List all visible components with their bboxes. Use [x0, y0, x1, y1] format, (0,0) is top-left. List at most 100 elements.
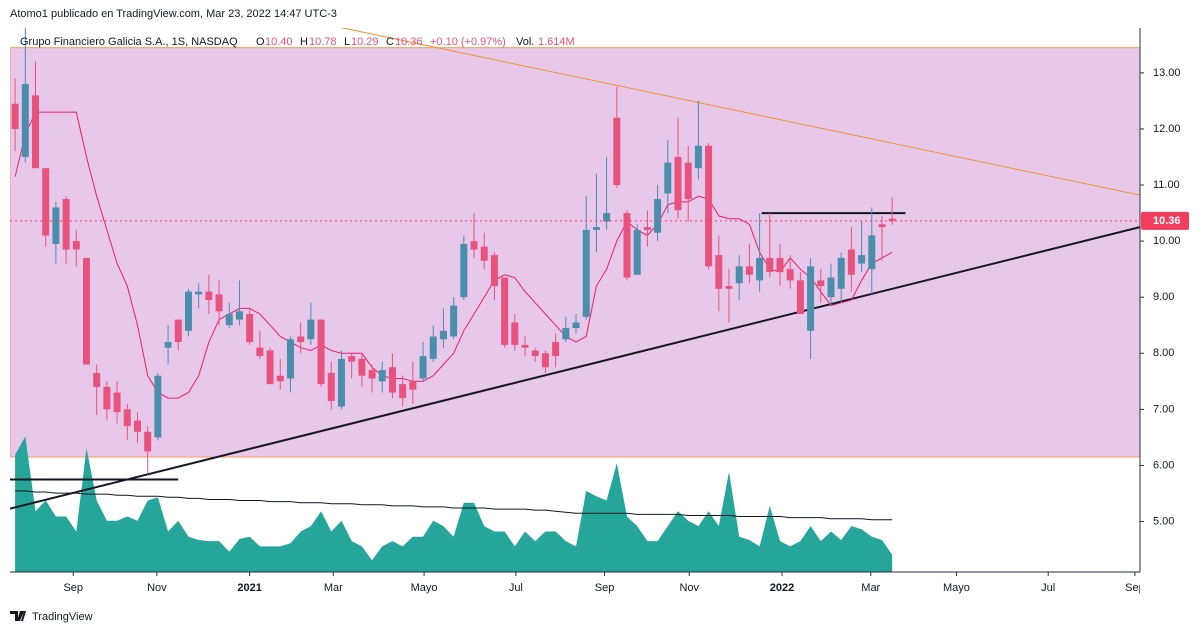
candle-body [511, 322, 519, 345]
candle-body [337, 358, 345, 407]
candle-body [123, 409, 131, 427]
candle-body [307, 319, 315, 340]
symbol: Grupo Financiero Galicia S.A., 1S, NASDA… [20, 36, 238, 48]
x-tick-label: 2022 [770, 582, 794, 594]
change: +0.10 (+0.97%) [430, 36, 506, 48]
x-tick-label: Mayo [411, 582, 438, 594]
candle-body [664, 162, 672, 194]
candle-body [684, 162, 692, 200]
plot-area [10, 28, 1140, 572]
candle-body [541, 353, 549, 368]
candle-body [552, 342, 560, 357]
candle-body [31, 95, 39, 169]
candle-body [205, 291, 213, 300]
candle-body [399, 384, 407, 399]
last-price-box [1141, 211, 1189, 230]
candle-body [103, 386, 111, 410]
candle-body [52, 207, 60, 244]
y-tick-label: 13.00 [1153, 67, 1181, 79]
candle-body [358, 358, 366, 376]
candle-body [613, 117, 621, 186]
candle-body [643, 227, 651, 230]
candle-body [82, 257, 90, 365]
candle-body [133, 420, 141, 432]
y-tick-label: 6.00 [1153, 459, 1174, 471]
x-tick-label: Sep [63, 582, 83, 594]
candle-body [144, 431, 152, 452]
o-label: O [256, 36, 265, 48]
tv-logo: TradingView [10, 611, 93, 623]
candle-body [776, 257, 784, 272]
candle-body [174, 319, 182, 343]
low-value: 10.29 [351, 36, 379, 48]
candle-body [429, 336, 437, 359]
candle-body [490, 255, 498, 286]
candle-body [235, 311, 243, 320]
candle-body [480, 246, 488, 261]
candle-body [93, 372, 101, 387]
candle-body [756, 257, 764, 281]
close-value: 10.36 [395, 36, 423, 48]
trendline [10, 226, 1140, 510]
x-axis: Sep Nov 2021 Mar Mayo Jul Sep Nov 2022 Mar Mayo Jul… [63, 572, 1145, 594]
candle-body [256, 347, 264, 357]
candle-body [327, 372, 335, 401]
candle-body [470, 241, 478, 250]
candle-body [745, 266, 753, 275]
candle-body [715, 255, 723, 289]
vol-label: Vol. [516, 36, 534, 48]
candle-body [409, 381, 417, 390]
candle-body [633, 229, 641, 275]
candle-body [276, 375, 284, 382]
trendline [340, 28, 1140, 196]
open-value: 10.40 [265, 36, 293, 48]
x-tick-label: Nov [679, 582, 699, 594]
candle-body [72, 241, 80, 250]
candle-body [297, 336, 305, 343]
x-tick-label: Sep [1125, 582, 1145, 594]
candle-body [847, 249, 855, 275]
y-tick-label: 5.00 [1153, 515, 1174, 527]
volume-ma-line [15, 490, 893, 521]
legend: Grupo Financiero Galicia S.A., 1S, NASDA… [20, 36, 575, 48]
h-label: H [300, 36, 308, 48]
candle-body [317, 319, 325, 385]
candle-body [603, 213, 611, 222]
y-tick-label: 12.00 [1153, 123, 1181, 135]
candle-body [419, 356, 427, 379]
candle-body [705, 145, 713, 267]
candle-body [888, 218, 896, 221]
candle-body [786, 269, 794, 281]
candle-body [225, 314, 233, 326]
candle-body [439, 330, 447, 340]
candle-body [807, 266, 815, 331]
candle-body [42, 168, 50, 236]
x-tick-label: Mar [861, 582, 880, 594]
last-price-label: 10.36 [1153, 215, 1181, 227]
candle-body [531, 350, 539, 357]
candle-body [501, 277, 509, 345]
candle-body [562, 328, 570, 340]
candle-body [623, 213, 631, 278]
candle-body [184, 291, 192, 331]
candle-body [796, 280, 804, 315]
candle-body [164, 342, 172, 348]
x-tick-label: Mar [324, 582, 343, 594]
candle-body [368, 370, 376, 379]
candle-body [215, 294, 223, 312]
candle-body [521, 344, 529, 348]
volume-area [15, 436, 893, 572]
candle-body [735, 266, 743, 284]
x-tick-label: Nov [147, 582, 167, 594]
brand: TradingView [32, 611, 93, 623]
volume-value: 1.614M [538, 36, 575, 48]
y-tick-label: 11.00 [1153, 179, 1180, 191]
candle-body [11, 103, 19, 129]
candle-body [266, 350, 274, 385]
candle-body [592, 227, 600, 230]
l-label: L [344, 36, 350, 48]
range-box [10, 47, 1140, 458]
candle-body [725, 285, 733, 289]
candle-body [450, 305, 458, 337]
author-line: Atomo1 publicado en TradingView.com, Mar… [10, 8, 337, 20]
